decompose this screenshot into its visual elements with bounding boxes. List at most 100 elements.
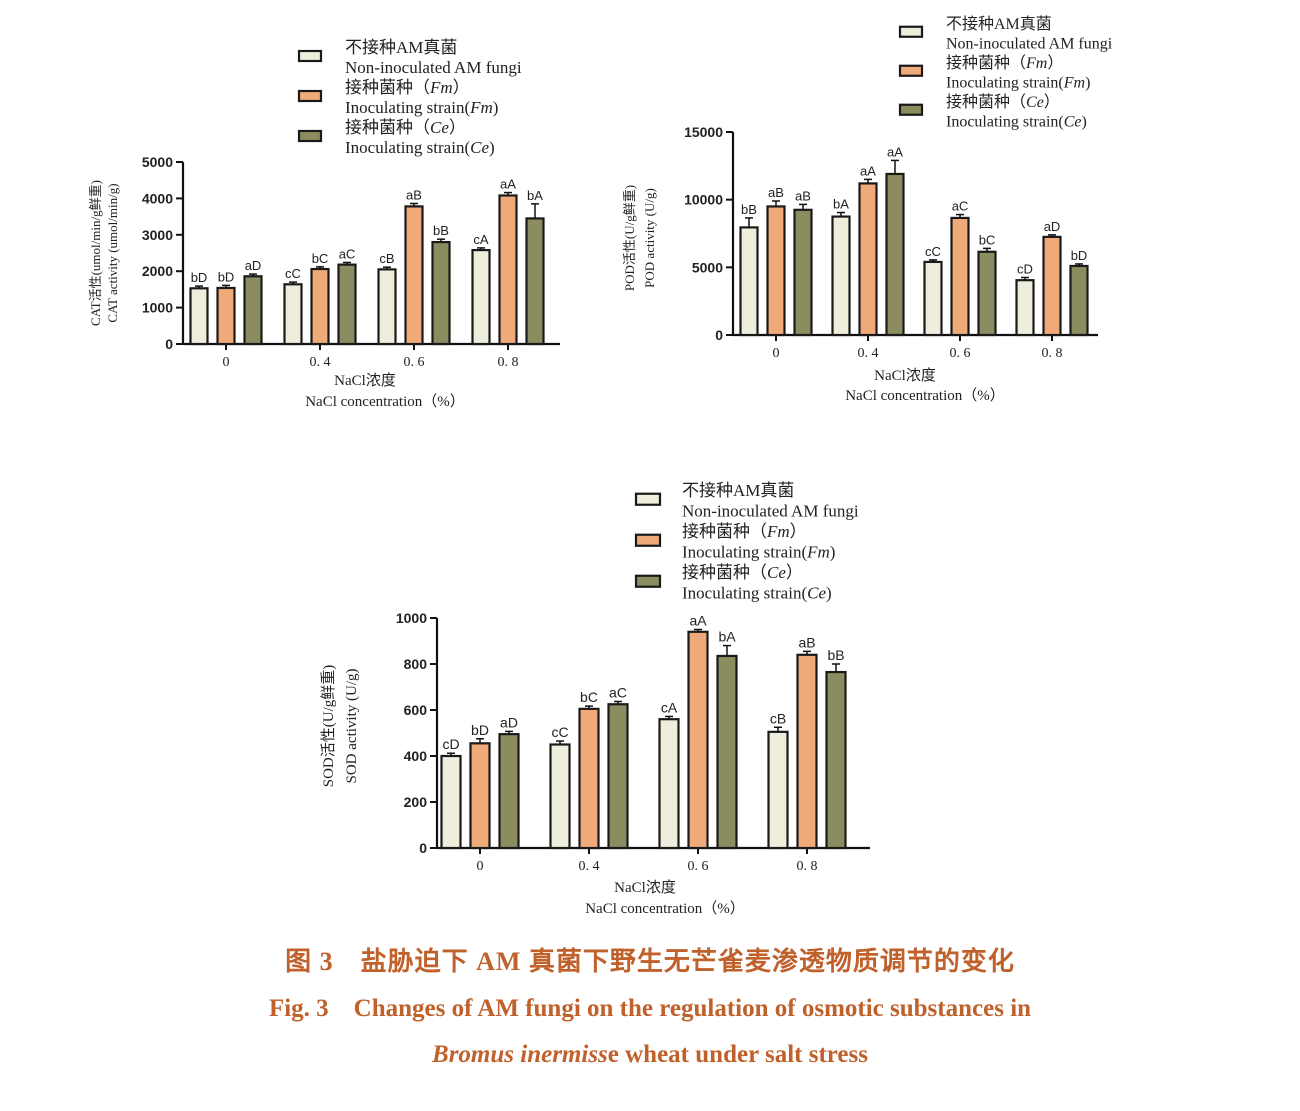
x-tick-label: 0. 4 — [310, 355, 331, 370]
legend-label-cn: 不接种AM真菌 — [682, 481, 794, 500]
bar — [1015, 279, 1035, 337]
y-tick-label: 200 — [404, 794, 428, 810]
x-tick-label: 0. 8 — [797, 859, 818, 874]
significance-label: cC — [551, 724, 568, 740]
bar — [658, 718, 680, 850]
caption-english-line1: Fig. 3 Changes of AM fungi on the regula… — [268, 995, 1032, 1022]
y-tick-label: 1000 — [396, 610, 427, 626]
significance-label: cC — [285, 266, 301, 281]
y-axis-label-cn: CAT活性(umol/min/g鲜重) — [88, 180, 103, 326]
y-tick-label: 600 — [404, 702, 428, 718]
x-tick-label: 0. 4 — [858, 346, 879, 361]
significance-label: bD — [218, 269, 235, 284]
caption-species-name: Bromus inermiss — [432, 1041, 608, 1068]
bar — [687, 630, 709, 850]
significance-label: cB — [379, 251, 394, 266]
significance-label: aD — [245, 258, 262, 273]
significance-label: cB — [770, 710, 786, 726]
significance-label: aB — [768, 185, 784, 200]
significance-label: bC — [979, 232, 996, 247]
bar — [337, 263, 357, 346]
significance-label: bD — [1071, 248, 1088, 263]
legend-label-cn: 不接种AM真菌 — [946, 15, 1052, 33]
bar — [498, 194, 518, 346]
x-axis-label-cn: NaCl浓度 — [614, 879, 676, 896]
figure-caption: 图 3 盐胁迫下 AM 真菌下野生无芒雀麦渗透物质调节的变化 Fig. 3 Ch… — [0, 938, 1300, 1078]
caption-english-line2-rest: e wheat under salt stress — [607, 1041, 868, 1068]
legend-label-en: Inoculating strain(Fm) — [345, 98, 498, 117]
x-tick-label: 0 — [223, 355, 230, 370]
y-tick-label: 0 — [419, 840, 427, 856]
bar — [310, 267, 330, 346]
y-tick-label: 3000 — [142, 227, 173, 243]
bar — [739, 226, 759, 337]
y-axis-label-en: CAT activity (umol/min/g) — [105, 183, 120, 322]
significance-label: bC — [312, 251, 329, 266]
bar — [716, 654, 738, 850]
bar — [243, 275, 263, 346]
significance-label: bD — [191, 270, 208, 285]
x-axis-label-en: NaCl concentration（%） — [845, 387, 1005, 404]
significance-label: cC — [925, 244, 941, 259]
bar — [189, 287, 209, 346]
y-tick-label: 0 — [715, 327, 723, 343]
significance-label: aC — [952, 199, 969, 214]
legend-swatch — [634, 492, 662, 506]
bar — [377, 268, 397, 346]
y-tick-label: 800 — [404, 656, 428, 672]
bar — [885, 172, 905, 337]
y-axis-label-en: SOD activity (U/g) — [344, 669, 360, 784]
x-tick-label: 0. 6 — [404, 355, 425, 370]
significance-label: bC — [580, 689, 598, 705]
significance-label: aD — [500, 714, 518, 730]
significance-label: aA — [860, 163, 876, 178]
y-tick-label: 400 — [404, 748, 428, 764]
x-axis-label-en: NaCl concentration（%） — [305, 393, 465, 410]
legend-label-en: Inoculating strain(Ce) — [946, 114, 1087, 131]
y-axis-label-cn: SOD活性(U/g鲜重) — [320, 665, 337, 788]
x-tick-label: 0 — [477, 859, 484, 874]
significance-label: aA — [500, 177, 516, 192]
bar — [498, 733, 520, 850]
legend-label-cn: 接种菌种（Ce） — [345, 118, 466, 137]
bar — [578, 707, 600, 850]
legend-label-cn: 接种菌种（Fm） — [946, 54, 1063, 72]
x-axis-label-cn: NaCl浓度 — [874, 367, 936, 384]
y-tick-label: 5000 — [142, 154, 173, 170]
significance-label: bA — [527, 188, 543, 203]
bar — [440, 754, 462, 850]
x-tick-label: 0. 8 — [498, 355, 519, 370]
significance-label: bB — [433, 223, 449, 238]
x-axis-label-en: NaCl concentration（%） — [585, 900, 745, 917]
y-axis-label-en: POD activity (U/g) — [642, 188, 657, 288]
legend-label-en: Non-inoculated AM fungi — [946, 36, 1113, 53]
bar — [607, 703, 629, 850]
legend-label-cn: 接种菌种（Fm） — [345, 78, 470, 97]
y-tick-label: 10000 — [684, 192, 723, 208]
bar — [767, 730, 789, 850]
x-tick-label: 0 — [773, 346, 780, 361]
significance-label: aC — [609, 684, 627, 700]
bar — [796, 653, 818, 850]
bar — [471, 248, 491, 346]
legend-swatch — [898, 25, 924, 38]
bar — [950, 216, 970, 337]
bar — [858, 182, 878, 337]
caption-english-line2: Bromus inermisse wheat under salt stress — [0, 1032, 1300, 1078]
significance-label: aB — [798, 634, 815, 650]
bar — [923, 260, 943, 337]
legend-label-en: Inoculating strain(Ce) — [345, 138, 495, 157]
significance-label: aB — [795, 188, 811, 203]
bar — [793, 208, 813, 337]
significance-label: aD — [1044, 219, 1061, 234]
significance-label: bD — [471, 722, 489, 738]
significance-label: bB — [827, 647, 844, 663]
legend-swatch — [297, 49, 323, 63]
bar — [766, 205, 786, 337]
y-tick-label: 1000 — [142, 300, 173, 316]
